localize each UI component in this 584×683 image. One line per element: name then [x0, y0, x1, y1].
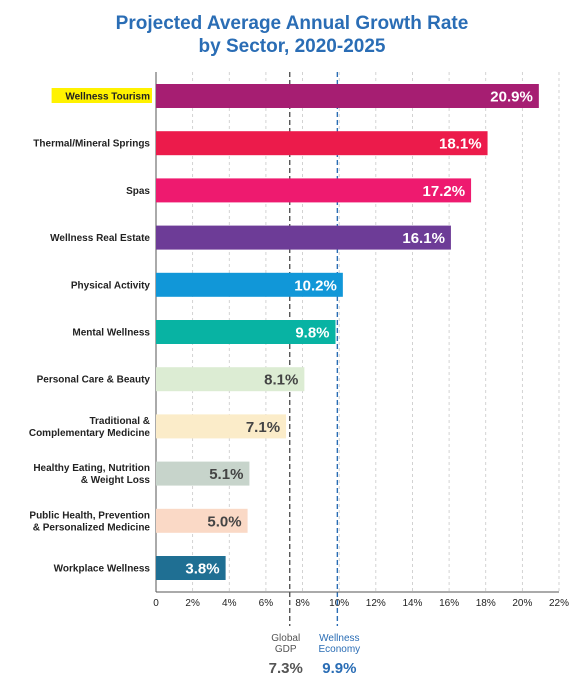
x-tick-label: 6% [259, 598, 274, 609]
category-label: Thermal/Mineral Springs [33, 139, 150, 150]
value-label: 5.0% [207, 513, 241, 530]
value-label: 16.1% [402, 230, 445, 247]
bar [156, 178, 472, 203]
reference-value: 9.9% [322, 660, 356, 677]
bar [156, 225, 451, 250]
bar [156, 556, 226, 580]
bar [156, 461, 250, 486]
x-tick-label: 22% [549, 598, 569, 609]
reference-label: GDP [275, 644, 297, 655]
value-label: 18.1% [439, 136, 482, 153]
x-tick-label: 16% [439, 598, 459, 609]
category-label: Complementary Medicine [29, 428, 151, 439]
x-tick-label: 18% [476, 598, 496, 609]
category-label: Workplace Wellness [54, 564, 151, 575]
x-tick-label: 0 [153, 598, 159, 609]
value-label: 10.2% [294, 277, 337, 294]
x-tick-label: 8% [295, 598, 310, 609]
reference-label: Wellness [319, 633, 359, 644]
chart-title-line1: Projected Average Annual Growth Rate [115, 13, 469, 34]
category-label: & Personalized Medicine [33, 522, 151, 533]
x-tick-label: 12% [366, 598, 386, 609]
value-label: 3.8% [185, 561, 219, 578]
value-label: 20.9% [490, 89, 533, 106]
category-label: Personal Care & Beauty [37, 375, 151, 386]
category-label: Wellness Tourism [65, 92, 150, 103]
category-highlight [51, 88, 152, 103]
value-label: 5.1% [209, 466, 243, 483]
x-tick-label: 4% [222, 598, 237, 609]
category-label: Spas [126, 186, 150, 197]
x-tick-label: 10% [329, 598, 349, 609]
value-label: 7.1% [246, 419, 280, 436]
x-tick-label: 20% [512, 598, 532, 609]
reference-value: 7.3% [269, 660, 303, 677]
bar [156, 508, 248, 533]
bar [156, 367, 305, 392]
reference-label: Global [271, 633, 300, 644]
category-label: Mental Wellness [72, 328, 150, 339]
bar [156, 131, 488, 156]
category-label: Healthy Eating, Nutrition [33, 463, 150, 474]
category-label: Wellness Real Estate [50, 233, 150, 244]
category-label: Public Health, Prevention [29, 510, 150, 521]
bar [156, 84, 539, 108]
bar [156, 414, 287, 439]
category-label: & Weight Loss [81, 475, 151, 486]
bar [156, 272, 343, 297]
bar [156, 320, 336, 344]
reference-label: Economy [319, 644, 361, 655]
value-label: 17.2% [423, 183, 466, 200]
chart-title-line2: by Sector, 2020-2025 [198, 36, 386, 57]
category-label: Physical Activity [71, 280, 151, 291]
x-tick-label: 2% [185, 598, 200, 609]
x-tick-label: 14% [402, 598, 422, 609]
value-label: 9.8% [295, 325, 329, 342]
value-label: 8.1% [264, 372, 298, 389]
category-label: Traditional & [89, 416, 150, 427]
